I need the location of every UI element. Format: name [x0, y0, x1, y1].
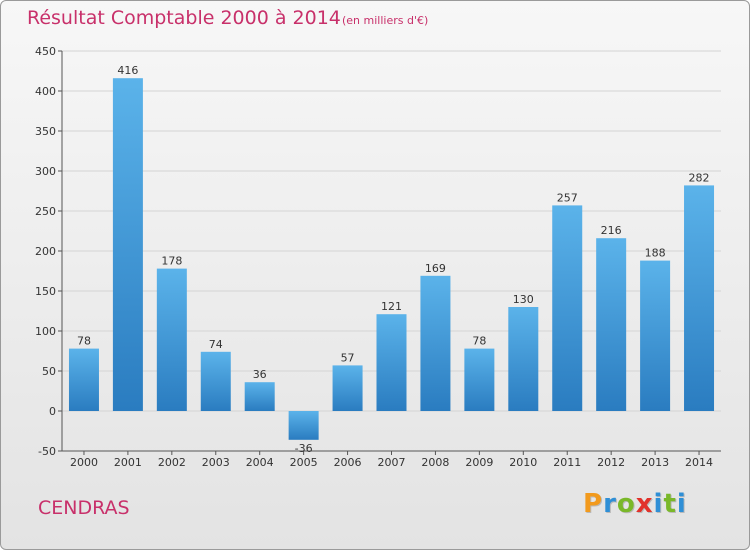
x-tick-label: 2002 — [158, 456, 186, 469]
x-tick-label: 2001 — [114, 456, 142, 469]
x-tick-label: 2003 — [202, 456, 230, 469]
bar — [552, 205, 583, 411]
bar — [376, 314, 407, 411]
y-tick-label: 450 — [35, 45, 56, 58]
x-tick-label: 2005 — [290, 456, 318, 469]
value-label: 36 — [253, 368, 267, 381]
value-label: 121 — [381, 300, 402, 313]
x-tick-label: 2010 — [509, 456, 537, 469]
bar — [420, 275, 451, 411]
bar — [68, 348, 99, 411]
y-tick-label: 200 — [35, 245, 56, 258]
x-tick-label: 2012 — [597, 456, 625, 469]
logo-letter: P — [583, 489, 604, 519]
value-label: 78 — [472, 335, 486, 348]
x-tick-label: 2007 — [378, 456, 406, 469]
x-tick-label: 2014 — [685, 456, 713, 469]
bar — [244, 382, 275, 411]
x-tick-label: 2009 — [465, 456, 493, 469]
x-tick-label: 2004 — [246, 456, 274, 469]
bar — [464, 348, 495, 411]
y-tick-label: 400 — [35, 85, 56, 98]
bar — [332, 365, 363, 411]
bar — [112, 78, 143, 411]
logo-letter: t — [663, 489, 677, 519]
value-label: 416 — [117, 64, 138, 77]
y-tick-label: 250 — [35, 205, 56, 218]
value-label: 257 — [557, 191, 578, 204]
value-label: 57 — [341, 351, 355, 364]
logo-letter: x — [635, 489, 654, 519]
bar — [288, 411, 319, 440]
y-tick-label: 300 — [35, 165, 56, 178]
logo-letter: i — [653, 489, 664, 519]
bar — [156, 268, 187, 411]
value-label: 178 — [161, 255, 182, 268]
bar — [508, 307, 539, 411]
value-label: 282 — [689, 171, 710, 184]
logo-letter: r — [603, 489, 617, 519]
x-tick-label: 2006 — [334, 456, 362, 469]
y-tick-label: 100 — [35, 325, 56, 338]
logo-letter: i — [676, 489, 687, 519]
value-label: 74 — [209, 338, 223, 351]
logo-letter: o — [616, 489, 636, 519]
chart-title: Résultat Comptable 2000 à 2014 — [27, 7, 341, 29]
value-label: 216 — [601, 224, 622, 237]
x-tick-label: 2008 — [421, 456, 449, 469]
value-label: 169 — [425, 262, 446, 275]
chart-subtitle: (en milliers d'€) — [342, 14, 429, 27]
bar — [200, 351, 231, 411]
x-tick-label: 2000 — [70, 456, 98, 469]
y-tick-label: 0 — [49, 405, 56, 418]
proxiti-logo: Proxiti — [583, 489, 687, 519]
value-label: 78 — [77, 335, 91, 348]
y-tick-label: 150 — [35, 285, 56, 298]
y-tick-label: 350 — [35, 125, 56, 138]
bar — [596, 238, 627, 411]
value-label: -36 — [295, 442, 313, 455]
bar — [684, 185, 715, 411]
bar — [640, 260, 671, 411]
value-label: 130 — [513, 293, 534, 306]
x-tick-label: 2013 — [641, 456, 669, 469]
x-tick-label: 2011 — [553, 456, 581, 469]
value-label: 188 — [645, 247, 666, 260]
y-tick-label: -50 — [38, 445, 56, 458]
y-tick-label: 50 — [42, 365, 56, 378]
town-name: CENDRAS — [38, 497, 130, 519]
